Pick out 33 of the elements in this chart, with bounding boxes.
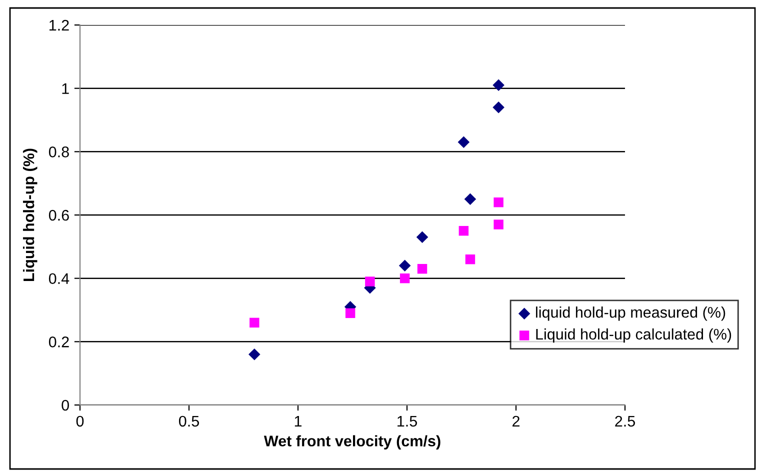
point xyxy=(458,136,470,148)
y-axis-title: Liquid hold-up (%) xyxy=(22,148,38,282)
x-tick-label: 2 xyxy=(512,416,520,426)
point xyxy=(400,273,410,284)
point xyxy=(492,79,504,92)
point xyxy=(494,220,504,230)
y-tick-label: 0.4 xyxy=(48,273,70,284)
x-tick-label: 0 xyxy=(76,416,84,427)
point xyxy=(458,226,469,236)
point xyxy=(416,231,428,244)
point xyxy=(417,264,428,274)
point xyxy=(465,254,476,264)
y-tick-label: 0.8 xyxy=(48,146,69,158)
y-tick-label: 1.2 xyxy=(50,20,69,31)
x-tick-label: 1.5 xyxy=(398,416,417,427)
point xyxy=(464,193,476,206)
legend-label: Liquid hold-up calculated (%) xyxy=(536,328,732,343)
y-tick-label: 0.2 xyxy=(48,336,69,348)
point xyxy=(398,260,411,272)
point xyxy=(494,197,504,208)
y-tick-label: 1 xyxy=(62,83,69,94)
point xyxy=(250,318,260,328)
legend-label: liquid hold-up measured (%) xyxy=(536,306,726,321)
x-tick-label: 1 xyxy=(294,416,302,426)
x-tick-label: 0.5 xyxy=(178,416,199,427)
x-tick-label: 2.5 xyxy=(615,416,635,427)
y-tick-label: 0.6 xyxy=(48,210,69,221)
point xyxy=(345,308,356,318)
point xyxy=(492,101,504,114)
point xyxy=(248,348,260,360)
y-tick-label: 0 xyxy=(62,400,69,411)
x-axis-title: Wet front velocity (cm/s) xyxy=(264,435,440,450)
point xyxy=(365,276,375,286)
